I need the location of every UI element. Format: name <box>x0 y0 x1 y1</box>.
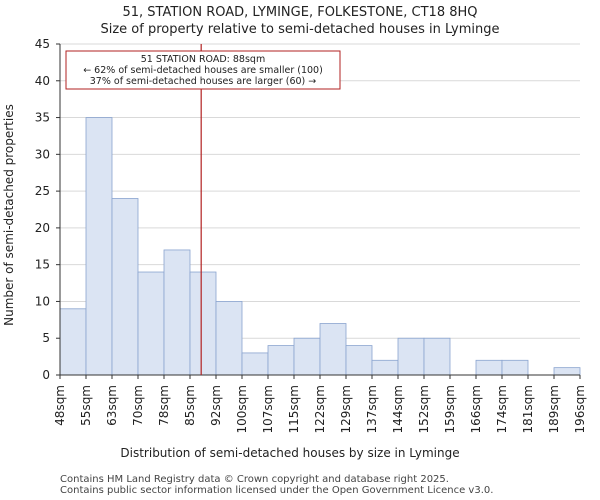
x-tick-label: 100sqm <box>235 385 249 433</box>
y-tick-label: 35 <box>35 111 50 125</box>
histogram-bar <box>163 249 191 376</box>
histogram-bar <box>371 359 399 376</box>
y-tick-label: 20 <box>35 221 50 235</box>
x-tick-labels: 48sqm 55sqm 63sqm 70sqm 78sqm 85sqm 92sqm 100sq… <box>53 375 587 433</box>
histogram-bar <box>293 337 321 376</box>
histogram-bar <box>345 345 373 376</box>
x-tick-label: 92sqm <box>209 385 223 426</box>
histogram-bar <box>189 271 217 376</box>
x-tick-label: 196sqm <box>573 385 587 433</box>
x-tick-label: 55sqm <box>79 385 93 426</box>
histogram-chart: 51, STATION ROAD, LYMINGE, FOLKESTONE, C… <box>2 5 587 460</box>
histogram-bar <box>85 117 113 376</box>
y-axis-label: Number of semi-detached properties <box>2 104 16 326</box>
histogram-bar <box>397 337 425 376</box>
y-tick-label: 5 <box>42 331 50 345</box>
x-tick-label: 181sqm <box>521 385 535 433</box>
x-tick-label: 70sqm <box>131 385 145 426</box>
x-tick-label: 137sqm <box>365 385 379 433</box>
histogram-bar <box>423 337 451 376</box>
histogram-bar <box>319 323 347 376</box>
x-tick-label: 152sqm <box>417 385 431 433</box>
annotation-line-3: 37% of semi-detached houses are larger (… <box>90 76 317 87</box>
y-tick-label: 10 <box>35 294 50 308</box>
histogram-bar <box>501 359 529 376</box>
x-tick-label: 63sqm <box>105 385 119 426</box>
annotation-line-1: 51 STATION ROAD: 88sqm <box>141 54 265 65</box>
x-axis-label: Distribution of semi-detached houses by … <box>120 446 459 460</box>
x-tick-label: 174sqm <box>495 385 509 433</box>
x-tick-label: 166sqm <box>469 385 483 433</box>
chart-subtitle: Size of property relative to semi-detach… <box>100 22 499 37</box>
histogram-bar <box>215 301 243 376</box>
y-tick-label: 45 <box>35 37 50 51</box>
annotation-line-2: ← 62% of semi-detached houses are smalle… <box>83 65 323 76</box>
x-tick-label: 85sqm <box>183 385 197 426</box>
x-tick-label: 144sqm <box>391 385 405 433</box>
y-tick-label: 0 <box>42 368 50 382</box>
x-tick-label: 78sqm <box>157 385 171 426</box>
y-tick-label: 30 <box>35 147 50 161</box>
x-tick-label: 115sqm <box>287 385 301 433</box>
footer-line-2: Contains public sector information licen… <box>60 485 494 496</box>
chart-title: 51, STATION ROAD, LYMINGE, FOLKESTONE, C… <box>122 5 477 20</box>
x-tick-label: 189sqm <box>547 385 561 433</box>
annotation-box <box>65 50 341 90</box>
histogram-bar <box>553 367 581 376</box>
histogram-bar <box>137 271 165 376</box>
property-annotation: 51 STATION ROAD: 88sqm ← 62% of semi-det… <box>65 50 341 90</box>
histogram-bar <box>59 308 87 376</box>
histogram-bar <box>111 198 139 376</box>
histogram-bar <box>475 359 503 376</box>
y-tick-label: 15 <box>35 258 50 272</box>
y-tick-label: 40 <box>35 74 50 88</box>
x-tick-label: 122sqm <box>313 385 327 433</box>
x-tick-label: 159sqm <box>443 385 457 433</box>
x-tick-label: 129sqm <box>339 385 353 433</box>
y-tick-label: 25 <box>35 184 50 198</box>
footer-line-1: Contains HM Land Registry data © Crown c… <box>60 474 449 485</box>
histogram-bar <box>241 352 269 376</box>
x-tick-label: 48sqm <box>53 385 67 426</box>
x-tick-label: 107sqm <box>261 385 275 433</box>
y-tick-labels: 0 5 10 15 20 25 30 35 40 45 <box>35 37 60 382</box>
histogram-bar <box>267 345 295 376</box>
bars <box>59 117 581 376</box>
